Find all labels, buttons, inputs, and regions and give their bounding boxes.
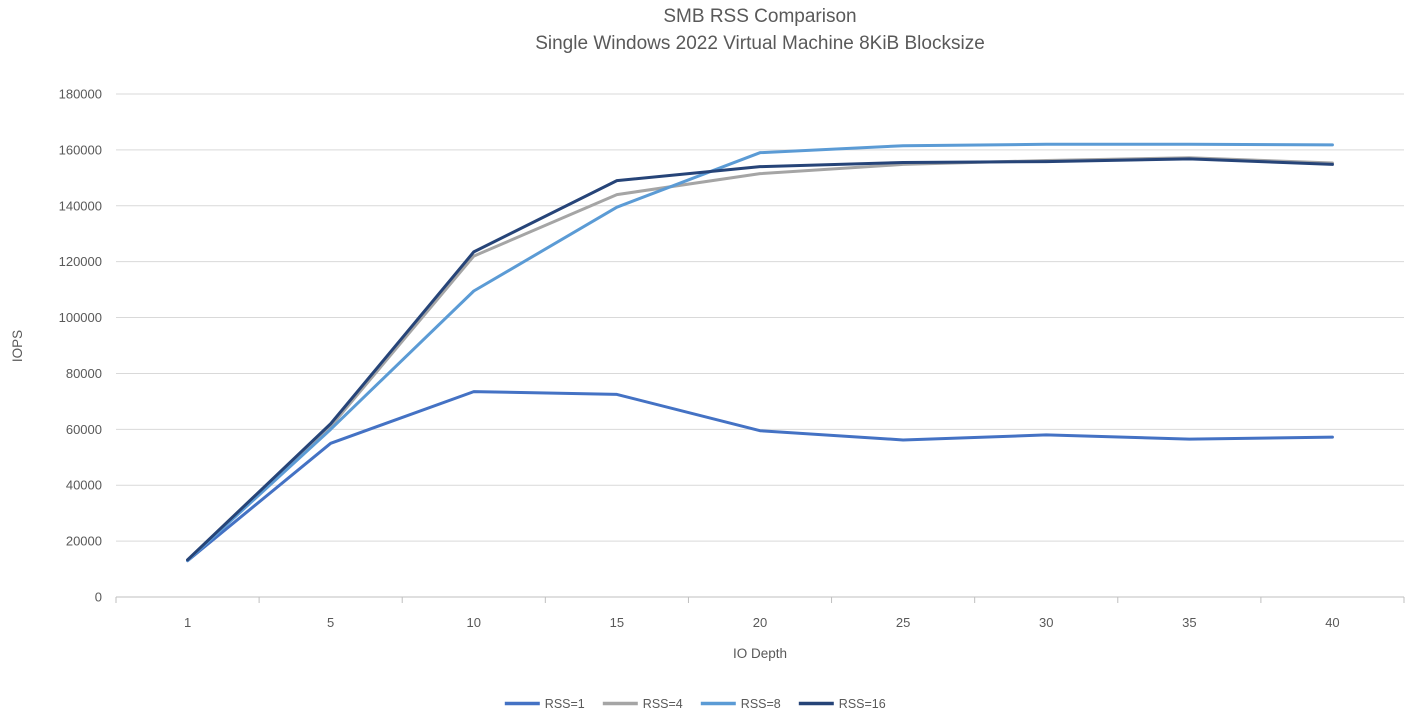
legend-label-RSS=8: RSS=8 xyxy=(741,697,781,711)
y-tick-label: 160000 xyxy=(59,142,102,157)
x-tick-label: 5 xyxy=(327,615,334,630)
x-tick-label: 30 xyxy=(1039,615,1053,630)
x-axis-title: IO Depth xyxy=(733,646,787,661)
series-line-RSS=4 xyxy=(186,156,1334,562)
x-tick-label: 1 xyxy=(184,615,191,630)
x-tick-label: 35 xyxy=(1182,615,1196,630)
plot-area: 0 20000 40000 60000 80000 100000 120000 140000 1… xyxy=(59,87,1405,711)
x-tick-label: 15 xyxy=(610,615,624,630)
series-line-RSS=8 xyxy=(186,142,1334,562)
y-tick-label: 180000 xyxy=(59,87,102,102)
chart-subtitle: Single Windows 2022 Virtual Machine 8KiB… xyxy=(535,33,985,54)
y-tick-label: 140000 xyxy=(59,198,102,213)
y-tick-label: 20000 xyxy=(66,534,102,549)
x-tick-label: 25 xyxy=(896,615,910,630)
legend-label-RSS=4: RSS=4 xyxy=(643,697,683,711)
y-tick-label: 0 xyxy=(95,590,102,605)
series-line-RSS=1 xyxy=(186,390,1334,563)
y-tick-label: 80000 xyxy=(66,366,102,381)
series-line-RSS=16 xyxy=(186,157,1334,562)
chart-title: SMB RSS Comparison xyxy=(663,6,856,27)
legend-label-RSS=16: RSS=16 xyxy=(839,697,886,711)
y-axis-title: IOPS xyxy=(10,330,25,362)
y-tick-label: 100000 xyxy=(59,310,102,325)
y-tick-label: 60000 xyxy=(66,422,102,437)
y-tick-label: 120000 xyxy=(59,254,102,269)
x-tick-label: 40 xyxy=(1325,615,1339,630)
legend-label-RSS=1: RSS=1 xyxy=(545,697,585,711)
y-tick-label: 40000 xyxy=(66,478,102,493)
x-tick-label: 20 xyxy=(753,615,767,630)
x-tick-label: 10 xyxy=(467,615,481,630)
